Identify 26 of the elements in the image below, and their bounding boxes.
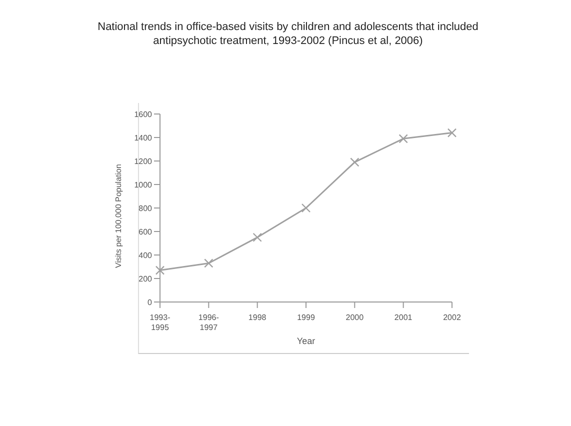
x-tick-label: 2001 [394,313,413,322]
y-tick-label: 1200 [134,156,153,166]
point [204,258,214,268]
point [350,158,360,167]
x-axis-title: Year [296,336,316,346]
x-tick-label: 1993-1995 [150,313,171,332]
y-tick-label: 600 [138,227,153,236]
point [252,232,262,242]
x-tick-label: 1999 [297,313,316,322]
point [398,134,408,144]
point [155,266,165,275]
x-tick-label: 1998 [248,313,267,322]
x-tick-label: 2000 [346,313,364,322]
point [447,128,457,138]
x-tick-label: 1996-1997 [198,313,220,332]
chart-title: National trends in office-based visits by children and adolescents that included antipsychotic treatment, 1993-2002 (Pincus et al, 2006) [96,20,480,48]
y-tick-label: 1400 [134,133,153,142]
y-tick-label: 200 [138,274,153,284]
y-tick-label: 1600 [134,110,153,119]
point [301,203,311,213]
y-tick-label: 400 [138,250,153,260]
y-tick-label: 0 [148,298,153,307]
y-tick-label: 800 [138,204,153,213]
y-tick-label: 1000 [134,180,153,190]
y-axis-title: Visits per 100,000 Population [114,164,123,268]
x-tick-label: 2002 [443,313,462,322]
